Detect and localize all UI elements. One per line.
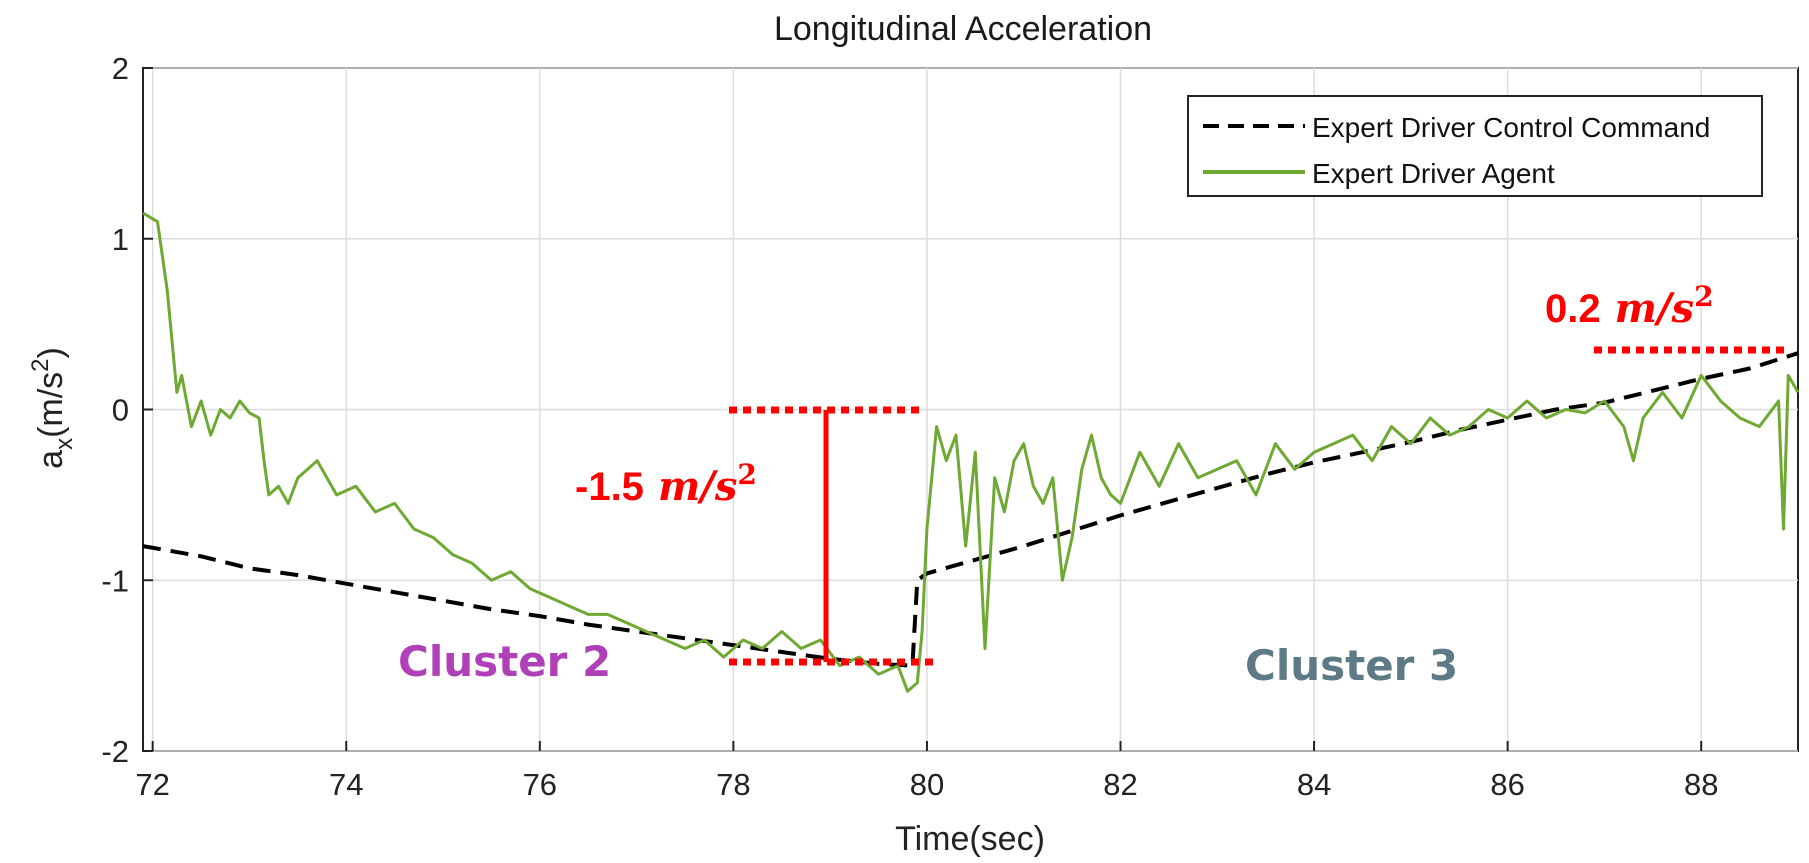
y-axis-label-sup: 2 — [27, 358, 54, 371]
y-tick-label: 1 — [112, 222, 129, 257]
rise-unit-m: m — [1615, 285, 1657, 332]
rise-unit-sup: 2 — [1694, 280, 1713, 313]
x-tick-label: 74 — [329, 767, 363, 802]
legend: Expert Driver Control Command Expert Dri… — [1187, 95, 1763, 197]
legend-label-control-command: Expert Driver Control Command — [1312, 112, 1710, 143]
x-tick-label: 72 — [135, 767, 169, 802]
drop-value: -1.5 — [575, 465, 644, 509]
series-layer — [142, 211, 1800, 693]
y-axis-ticks: 2 1 0 -1 -2 — [101, 51, 153, 769]
x-axis-ticks: 72 74 76 78 80 82 84 86 88 — [135, 741, 1718, 802]
rise-value: 0.2 — [1545, 287, 1601, 331]
drop-unit-m: m — [658, 463, 700, 510]
x-tick-label: 78 — [716, 767, 750, 802]
series-line-driver-agent — [142, 211, 1800, 693]
y-axis-label-close: ) — [32, 347, 70, 358]
x-tick-label: 88 — [1684, 767, 1718, 802]
x-tick-label: 80 — [910, 767, 944, 802]
annotation-layer: -1.5 m/s2 0.2 m/s2 Cluster 2 Cluster 3 — [398, 280, 1786, 690]
y-axis-label-sub: x — [51, 438, 78, 450]
rise-unit-slash: / — [1653, 285, 1675, 332]
x-tick-label: 76 — [523, 767, 557, 802]
y-tick-label: 0 — [112, 393, 129, 428]
x-tick-label: 84 — [1297, 767, 1331, 802]
chart-title: Longitudinal Acceleration — [774, 10, 1152, 48]
y-tick-label: -2 — [101, 734, 129, 769]
y-axis-label-main: a — [32, 450, 70, 469]
legend-box — [1187, 95, 1763, 197]
y-axis-label-unit: (m/s — [32, 372, 70, 438]
legend-label-driver-agent: Expert Driver Agent — [1312, 158, 1555, 189]
x-tick-label: 86 — [1490, 767, 1524, 802]
y-axis-label: ax(m/s2) — [27, 347, 78, 469]
y-tick-label: -1 — [101, 563, 129, 598]
x-tick-label: 82 — [1103, 767, 1137, 802]
y-axis-label-text: ax(m/s2) — [27, 347, 78, 469]
x-axis-label: Time(sec) — [895, 820, 1045, 858]
series-line-control-command — [142, 351, 1799, 668]
rise-annotation: 0.2 m/s2 — [1545, 280, 1714, 332]
y-tick-label: 2 — [112, 51, 129, 86]
drop-unit-sup: 2 — [737, 458, 756, 491]
cluster-2-label: Cluster 2 — [398, 637, 611, 686]
drop-annotation: -1.5 m/s2 — [575, 458, 757, 510]
drop-unit-slash: / — [696, 463, 718, 510]
drop-unit-s: s — [714, 463, 738, 510]
cluster-3-label: Cluster 3 — [1245, 641, 1458, 690]
rise-unit-s: s — [1671, 285, 1695, 332]
